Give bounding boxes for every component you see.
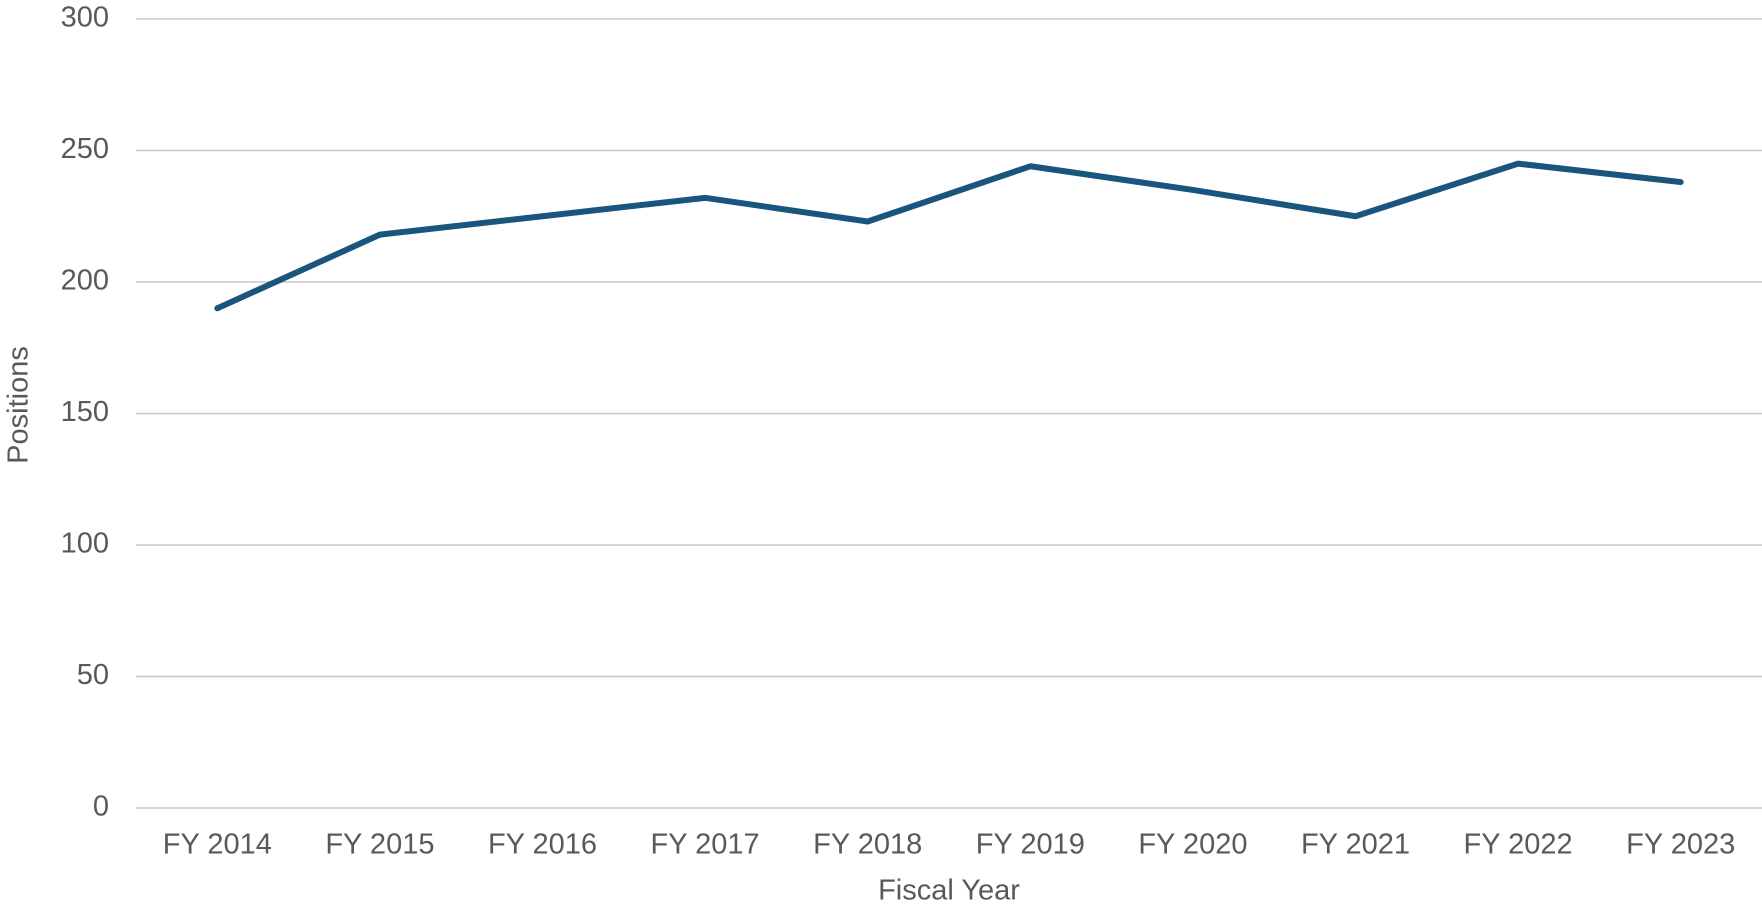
y-tick-label: 50 bbox=[77, 659, 109, 691]
x-tick-label: FY 2016 bbox=[488, 829, 597, 861]
x-tick-label: FY 2014 bbox=[163, 829, 272, 861]
x-tick-label: FY 2021 bbox=[1301, 829, 1410, 861]
x-tick-label: FY 2019 bbox=[976, 829, 1085, 861]
x-axis-label: Fiscal Year bbox=[878, 875, 1020, 907]
x-tick-label: FY 2017 bbox=[651, 829, 760, 861]
x-tick-label: FY 2023 bbox=[1626, 829, 1735, 861]
y-tick-label: 250 bbox=[61, 133, 109, 165]
y-axis-label: Positions bbox=[3, 346, 35, 464]
x-tick-label: FY 2022 bbox=[1464, 829, 1573, 861]
x-tick-label: FY 2020 bbox=[1138, 829, 1247, 861]
y-tick-label: 150 bbox=[61, 396, 109, 428]
y-tick-label: 0 bbox=[93, 791, 109, 823]
y-tick-label: 200 bbox=[61, 265, 109, 297]
y-tick-label: 300 bbox=[61, 2, 109, 34]
data-line bbox=[214, 160, 1684, 312]
y-tick-label: 100 bbox=[61, 528, 109, 560]
x-tick-label: FY 2015 bbox=[325, 829, 434, 861]
x-tick-label: FY 2018 bbox=[813, 829, 922, 861]
